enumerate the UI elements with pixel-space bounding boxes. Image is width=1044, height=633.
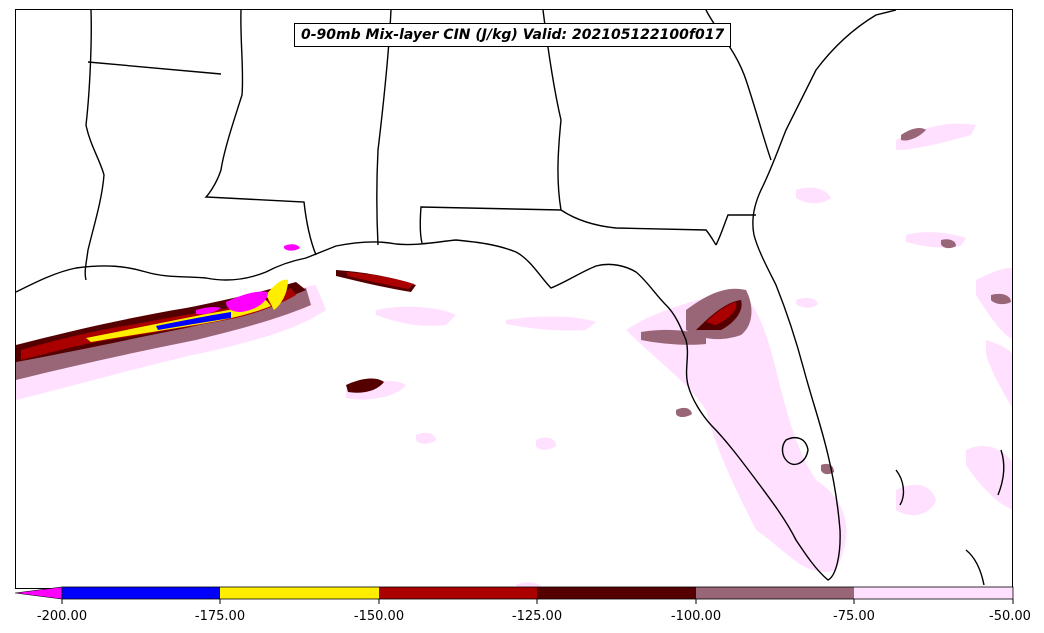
cin-shading-light (16, 123, 1012, 588)
colorbar-tick-label: -175.00 (195, 609, 245, 624)
colorbar-band-3 (379, 587, 537, 599)
cin-shading-yellow (86, 279, 288, 342)
map-panel: 0-90mb Mix-layer CIN (J/kg) Valid: 20210… (15, 9, 1013, 589)
state-borders (16, 10, 1005, 586)
cin-shading-magenta (196, 244, 300, 315)
colorbar-tick-label: -50.00 (989, 609, 1031, 624)
colorbar-ticks (61, 599, 1014, 604)
cin-shading-mauve (16, 127, 1011, 475)
colorbar-tick-label: -150.00 (354, 609, 404, 624)
colorbar: -200.00 -175.00 -150.00 -125.00 -100.00 … (14, 586, 1031, 624)
colorbar-extend-arrow (14, 586, 63, 600)
colorbar-band-6 (854, 587, 1013, 599)
colorbar-band-4 (537, 587, 696, 599)
colorbar-band-5 (696, 587, 854, 599)
colorbar-band-1 (62, 587, 220, 599)
colorbar-tick-label: -200.00 (37, 609, 87, 624)
colorbar-band-2 (220, 587, 379, 599)
colorbar-tick-label: -100.00 (671, 609, 721, 624)
colorbar-tick-label: -125.00 (512, 609, 562, 624)
cin-shading-blue (156, 312, 231, 330)
map-title: 0-90mb Mix-layer CIN (J/kg) Valid: 20210… (294, 23, 732, 47)
map-canvas (16, 10, 1012, 588)
colorbar-tick-label: -75.00 (833, 609, 875, 624)
